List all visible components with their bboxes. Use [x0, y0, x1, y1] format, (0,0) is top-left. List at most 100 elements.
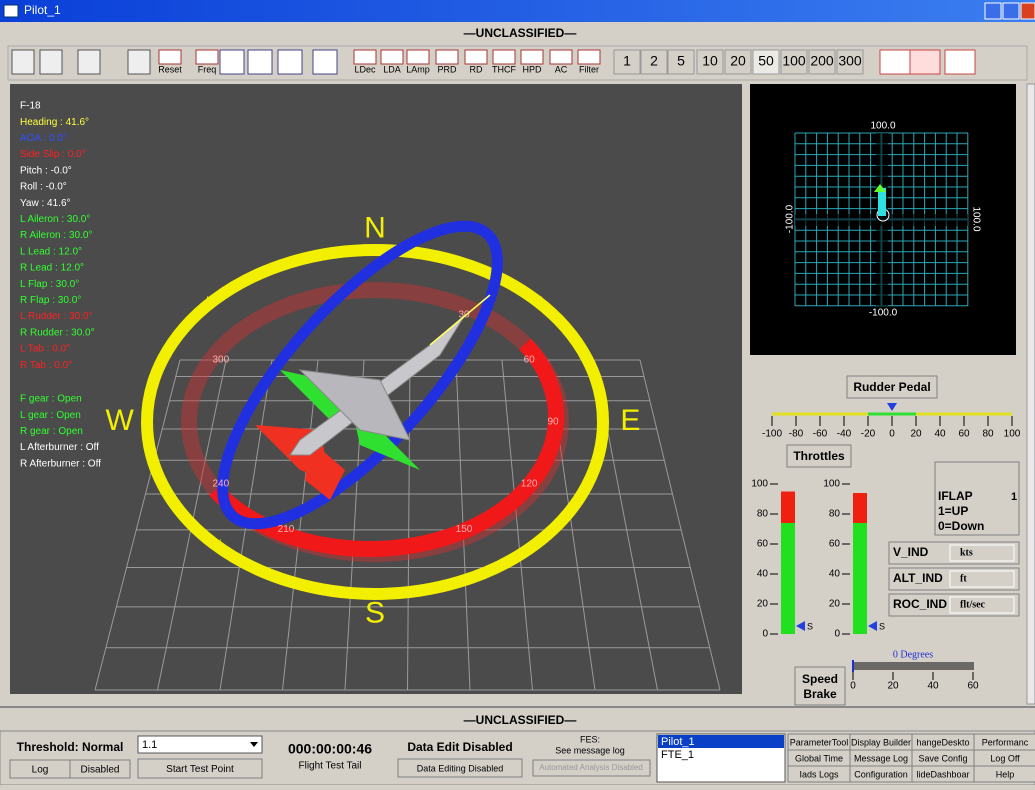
aircraft-tail	[305, 440, 345, 500]
throttle-marker	[796, 621, 805, 631]
action-button-label: Log Off	[990, 753, 1020, 763]
tool-icon[interactable]	[549, 49, 573, 65]
tool-icon[interactable]	[219, 49, 245, 75]
radar-label: 100.0	[870, 121, 895, 132]
tool-icon[interactable]	[195, 49, 219, 65]
tool-icon[interactable]	[406, 49, 430, 65]
zoom-button[interactable]	[836, 49, 864, 75]
data-edit-button[interactable]	[397, 758, 523, 778]
tool-icon[interactable]	[435, 49, 459, 65]
classification-banner: —UNCLASSIFIED—	[464, 26, 577, 40]
start-test-point-button[interactable]	[137, 758, 263, 779]
tool-label: Reset	[158, 64, 182, 74]
tick-label: 0	[850, 681, 856, 692]
close[interactable]	[1020, 2, 1035, 20]
readout: R Aileron : 30.0°	[20, 230, 92, 241]
indicator-name: ALT_IND	[893, 571, 943, 585]
aircraft-name: F-18	[20, 101, 41, 112]
heading-ring-front	[209, 338, 564, 557]
tool-icon[interactable]	[492, 49, 516, 65]
heading-label: 90	[547, 417, 559, 428]
readout: R Tab : 0.0°	[20, 360, 72, 371]
pen-icon[interactable]	[77, 49, 101, 75]
rudder-pedal-button-label: Rudder Pedal	[853, 380, 930, 394]
tick-label: 80	[982, 429, 994, 440]
display-item[interactable]: Pilot_1	[661, 736, 695, 748]
aircraft-wing-body	[298, 369, 411, 441]
compass-letter: SW	[207, 538, 222, 548]
compass-letter: N	[364, 211, 386, 244]
analysis-button[interactable]	[532, 759, 651, 777]
tick-label: 60	[829, 539, 841, 550]
status-readout: R gear : Open	[20, 426, 83, 437]
readout: L Flap : 30.0°	[20, 279, 79, 290]
readout: Side Slip : 0.0°	[20, 149, 86, 160]
zoom-button[interactable]	[724, 49, 752, 75]
zoom-button[interactable]	[696, 49, 724, 75]
columns-icon[interactable]	[127, 49, 151, 75]
speed-brake-label: Speed	[802, 672, 838, 686]
maximize[interactable]	[1002, 2, 1020, 20]
zoom-button[interactable]	[780, 49, 808, 75]
heading-label: 30	[458, 309, 470, 320]
tick-label: -20	[861, 429, 876, 440]
tool-icon[interactable]	[247, 49, 273, 75]
radar-axis	[795, 214, 968, 226]
readout: Roll : -0.0°	[20, 182, 67, 193]
disabled-button[interactable]	[69, 759, 131, 779]
tick-label: -100	[762, 429, 782, 440]
throttles-button[interactable]	[786, 444, 852, 468]
iflap-panel	[934, 461, 1020, 536]
tool-icon[interactable]	[158, 49, 182, 65]
tool-icon[interactable]	[277, 49, 303, 75]
separator	[0, 706, 1035, 708]
tool-icon[interactable]	[577, 49, 601, 65]
layout-icon[interactable]	[909, 49, 941, 75]
zoom-label: 5	[677, 53, 685, 69]
lock-icon[interactable]	[11, 49, 35, 75]
tool-label: HPD	[522, 64, 542, 74]
indicator-unit: flt/sec	[960, 599, 986, 610]
fes: FES:	[580, 734, 600, 744]
heading-vector	[429, 294, 491, 346]
indicator-field	[949, 544, 1015, 562]
compass-letter: S	[365, 597, 385, 630]
title-bar	[0, 0, 1035, 22]
action-button-label: Help	[996, 769, 1015, 779]
heading-label: 150	[456, 524, 473, 535]
action-button[interactable]	[973, 765, 1035, 783]
action-button-label: Save Config	[918, 753, 967, 763]
floor-grid	[501, 359, 533, 691]
layout-icon[interactable]	[879, 49, 911, 75]
tick-label: 40	[927, 681, 939, 692]
zoom-button[interactable]	[613, 49, 641, 75]
print-icon[interactable]	[39, 49, 63, 75]
tool-icon[interactable]	[353, 49, 377, 65]
indicator-field	[949, 596, 1015, 614]
log-button-label: Log	[32, 765, 49, 776]
throttle-limit	[853, 493, 867, 523]
test-point-select[interactable]	[137, 735, 263, 754]
display-item[interactable]: FTE_1	[661, 749, 694, 761]
tool-icon[interactable]	[380, 49, 404, 65]
tick-label: -80	[789, 429, 804, 440]
readout: Pitch : -0.0°	[20, 165, 72, 176]
layout-icon[interactable]	[944, 49, 976, 75]
compass-letter: W	[105, 404, 134, 437]
scrollbar[interactable]	[1026, 83, 1035, 705]
indicator-name: ROC_IND	[893, 597, 947, 611]
speed-brake-button[interactable]	[794, 666, 846, 706]
minimize[interactable]	[984, 2, 1002, 20]
tool-icon[interactable]	[520, 49, 544, 65]
zoom-button[interactable]	[667, 49, 695, 75]
status-readout: L Afterburner : Off	[20, 442, 99, 453]
zoom-button[interactable]	[640, 49, 668, 75]
tool-icon[interactable]	[312, 49, 338, 75]
zoom-button[interactable]	[808, 49, 836, 75]
rudder-pedal-button[interactable]	[846, 375, 938, 399]
zoom-button[interactable]	[752, 49, 780, 75]
tool-icon[interactable]	[464, 49, 488, 65]
tool-label: AC	[555, 64, 568, 74]
floor-grid	[282, 359, 319, 691]
action-button-label: Configuration	[854, 769, 908, 779]
